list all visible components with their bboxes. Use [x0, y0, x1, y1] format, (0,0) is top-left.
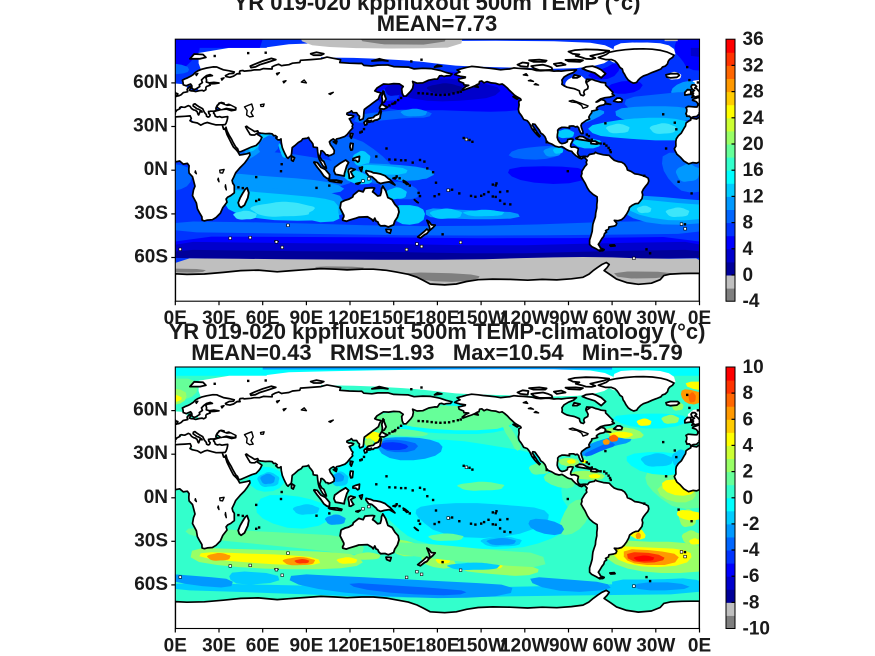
svg-text:36: 36 [743, 29, 764, 50]
svg-text:12: 12 [743, 186, 764, 207]
svg-text:YR 019-020 kppfluxout 500m TEM: YR 019-020 kppfluxout 500m TEMP-climatol… [169, 319, 706, 344]
svg-text:30S: 30S [134, 203, 168, 224]
svg-text:90W: 90W [549, 308, 588, 329]
svg-text:150W: 150W [456, 636, 506, 656]
svg-text:120E: 120E [328, 308, 372, 329]
svg-text:-6: -6 [743, 566, 760, 587]
svg-text:150E: 150E [372, 636, 416, 656]
svg-text:YR 019-020 kppfluxout 500m TEM: YR 019-020 kppfluxout 500m TEMP (°c) [234, 0, 641, 15]
svg-text:60N: 60N [133, 400, 168, 421]
svg-text:90E: 90E [289, 308, 323, 329]
svg-text:-10: -10 [743, 619, 770, 640]
svg-text:-8: -8 [743, 592, 760, 613]
svg-text:-4: -4 [743, 291, 760, 312]
svg-text:180E: 180E [415, 308, 459, 329]
svg-text:MEAN=7.73: MEAN=7.73 [377, 11, 497, 36]
svg-text:60E: 60E [246, 636, 280, 656]
svg-text:60S: 60S [134, 247, 168, 268]
svg-text:30N: 30N [133, 443, 168, 464]
svg-text:0E: 0E [688, 308, 711, 329]
svg-text:4: 4 [743, 435, 754, 456]
svg-text:60W: 60W [593, 636, 632, 656]
svg-text:90E: 90E [289, 636, 323, 656]
svg-text:MEAN=0.43 RMS=1.93 Max=10.: MEAN=0.43 RMS=1.93 Max=10.54 Min=-5.79 [191, 340, 683, 365]
svg-text:90W: 90W [549, 636, 588, 656]
svg-text:30E: 30E [202, 636, 236, 656]
svg-text:28: 28 [743, 82, 764, 103]
svg-text:150W: 150W [456, 308, 506, 329]
svg-text:-4: -4 [743, 540, 760, 561]
svg-text:0: 0 [743, 488, 754, 509]
svg-text:0: 0 [743, 265, 754, 286]
svg-text:4: 4 [743, 239, 754, 260]
svg-text:60E: 60E [246, 308, 280, 329]
svg-text:6: 6 [743, 409, 754, 430]
svg-text:30S: 30S [134, 530, 168, 551]
svg-text:60S: 60S [134, 574, 168, 595]
svg-text:60N: 60N [133, 72, 168, 93]
svg-text:2: 2 [743, 462, 754, 483]
svg-text:16: 16 [743, 160, 764, 181]
svg-text:120W: 120W [500, 308, 550, 329]
svg-text:8: 8 [743, 213, 754, 234]
svg-text:20: 20 [743, 134, 764, 155]
svg-text:0E: 0E [164, 308, 187, 329]
svg-text:0N: 0N [144, 487, 168, 508]
svg-text:120W: 120W [500, 636, 550, 656]
svg-text:30E: 30E [202, 308, 236, 329]
svg-text:120E: 120E [328, 636, 372, 656]
svg-text:0E: 0E [688, 636, 711, 656]
svg-text:10: 10 [743, 357, 764, 378]
svg-text:30W: 30W [636, 308, 675, 329]
svg-text:24: 24 [743, 108, 765, 129]
svg-text:150E: 150E [372, 308, 416, 329]
svg-text:-2: -2 [743, 514, 760, 535]
svg-text:180E: 180E [415, 636, 459, 656]
svg-text:32: 32 [743, 55, 764, 76]
svg-text:0N: 0N [144, 159, 168, 180]
svg-text:60W: 60W [593, 308, 632, 329]
svg-text:0E: 0E [164, 636, 187, 656]
svg-text:30N: 30N [133, 116, 168, 137]
svg-text:30W: 30W [636, 636, 675, 656]
svg-text:8: 8 [743, 383, 754, 404]
